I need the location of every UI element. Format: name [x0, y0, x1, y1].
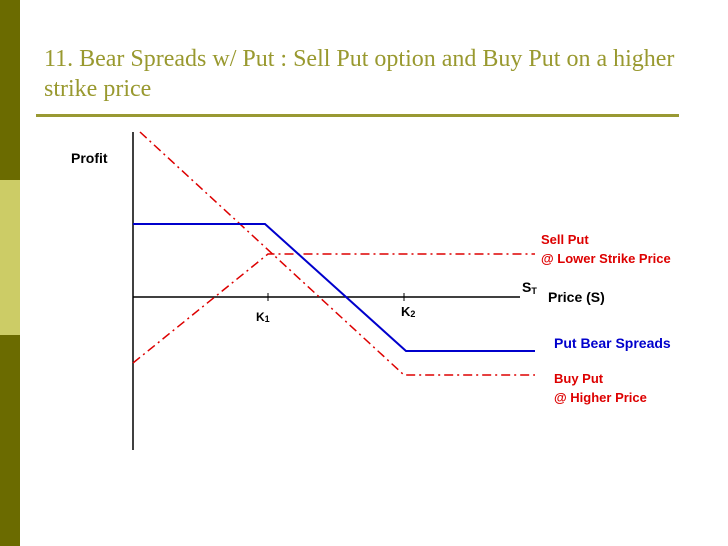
buy-put-strike-label: @ Higher Price [554, 390, 647, 405]
k2-main: K [401, 304, 411, 319]
k1-subscript: 1 [265, 314, 270, 324]
sidebar-block-light [0, 180, 20, 335]
k1-label: K1 [256, 310, 270, 324]
sell-put-line [132, 253, 535, 364]
y-axis-label: Profit [71, 150, 108, 166]
k2-subscript: 2 [410, 309, 415, 319]
sidebar-block-dark [0, 0, 20, 180]
st-subscript: T [531, 286, 537, 296]
st-main: S [522, 279, 531, 295]
k1-main: K [256, 310, 265, 324]
sidebar [0, 0, 20, 546]
sell-put-label: Sell Put [541, 232, 589, 247]
sidebar-block-dark [0, 335, 20, 546]
st-label: ST [522, 279, 537, 296]
buy-put-line [139, 131, 535, 376]
bear-spread-line [133, 223, 535, 352]
k2-label: K2 [401, 304, 415, 319]
title-underline [36, 114, 679, 117]
x-axis-label: Price (S) [548, 289, 605, 305]
buy-put-label: Buy Put [554, 371, 604, 386]
sell-put-strike-label: @ Lower Strike Price [541, 251, 671, 266]
bear-spread-label: Put Bear Spreads [554, 335, 671, 351]
slide-title: 11. Bear Spreads w/ Put : Sell Put optio… [44, 46, 675, 102]
